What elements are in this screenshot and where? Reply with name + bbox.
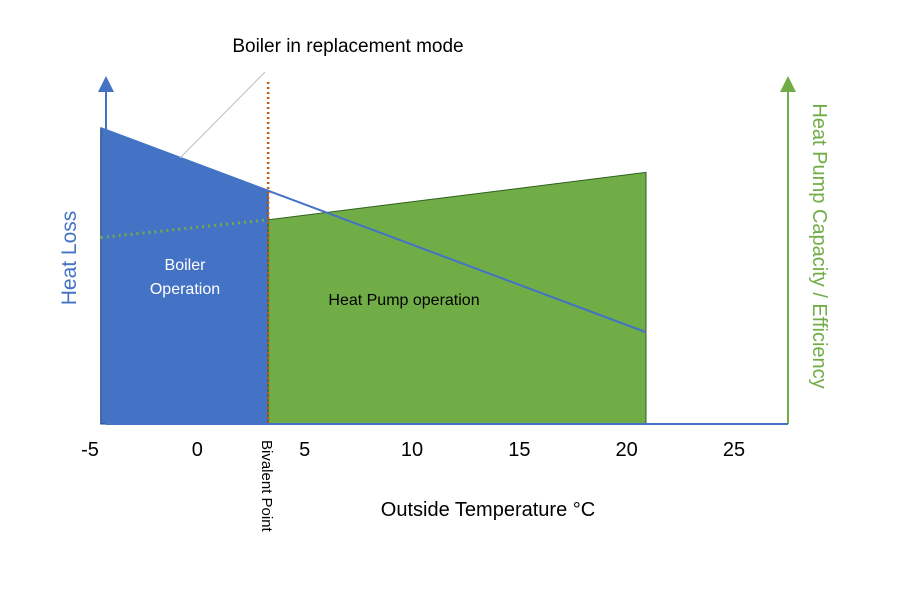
right-y-axis-label: Heat Pump Capacity / Efficiency (808, 103, 830, 388)
annotation-boiler-replacement-mode: Boiler in replacement mode (232, 36, 463, 57)
x-tick-label: 15 (508, 439, 530, 461)
x-tick-label: -5 (81, 439, 99, 461)
x-tick-label: 0 (192, 439, 203, 461)
annotation-leader-line (179, 71, 266, 159)
x-tick-label: 5 (299, 439, 310, 461)
bivalent-point-label: Bivalent Point (258, 440, 275, 533)
boiler-operation-region (100, 127, 269, 425)
x-tick-labels: -5 0 5 10 15 20 25 (81, 439, 745, 461)
boiler-operation-label-line2: Operation (150, 281, 220, 298)
x-tick-label: 10 (401, 439, 423, 461)
x-tick-label: 25 (723, 439, 745, 461)
heat-pump-capacity-dotted-line (100, 218, 269, 240)
left-y-axis-label: Heat Loss (58, 211, 81, 306)
x-axis-label: Outside Temperature °C (381, 499, 595, 521)
heat-loss-line (100, 127, 647, 334)
boiler-operation-label-line1: Boiler (165, 257, 207, 274)
heat-pump-operation-label: Heat Pump operation (328, 292, 479, 309)
x-tick-label: 20 (616, 439, 638, 461)
